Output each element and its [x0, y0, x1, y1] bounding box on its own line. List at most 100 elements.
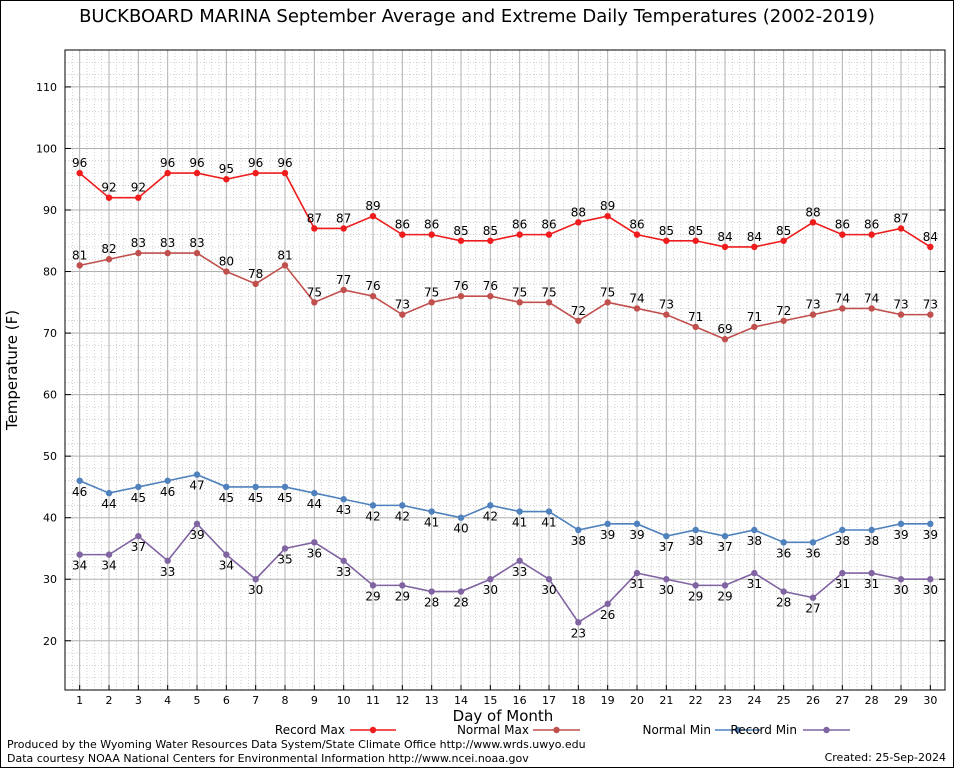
record-max-data-label: 84: [923, 230, 938, 244]
legend-marker-normal-min: [734, 726, 742, 734]
normal-max-point: [927, 311, 934, 318]
record-max-data-label: 87: [893, 211, 908, 225]
record-min-data-label: 28: [453, 596, 468, 610]
record-max-data-label: 85: [688, 224, 703, 238]
record-max-point: [868, 231, 875, 238]
record-min-data-label: 23: [571, 626, 586, 640]
normal-min-point: [604, 520, 611, 528]
credits-line-2: Data courtesy NOAA National Centers for …: [7, 752, 529, 765]
record-max-point: [663, 237, 670, 244]
record-max-point: [281, 169, 289, 177]
record-max-point: [457, 237, 465, 244]
plot-area-border: [64, 49, 946, 691]
record-max-data-label: 86: [541, 218, 556, 232]
record-min-point: [105, 551, 113, 558]
record-min-data-label: 30: [483, 583, 498, 597]
normal-min-point: [663, 532, 670, 540]
normal-min-point: [868, 526, 875, 534]
normal-min-data-label: 42: [365, 509, 380, 523]
normal-min-point: [76, 477, 83, 484]
record-min-data-label: 37: [131, 540, 146, 554]
normal-min-data-label: 42: [483, 509, 498, 523]
y-tick-label: 100: [36, 142, 57, 155]
x-tick-label: 14: [454, 694, 468, 707]
record-max-data-label: 85: [776, 224, 791, 238]
record-max-point: [223, 176, 230, 183]
chart-title: BUCKBOARD MARINA September Average and E…: [79, 6, 875, 27]
record-min-data-label: 29: [365, 589, 380, 603]
x-tick-label: 8: [282, 694, 289, 707]
record-min-data-label: 34: [219, 559, 234, 573]
normal-min-point: [311, 489, 318, 497]
record-max-point: [135, 194, 142, 201]
record-min-point: [868, 569, 875, 577]
normal-min-point: [164, 477, 171, 484]
x-tick-label: 16: [513, 694, 527, 707]
legend-marker-record-min: [823, 726, 830, 734]
normal-max-point: [223, 268, 230, 275]
record-max-data-label: 86: [512, 218, 527, 232]
record-min-data-label: 28: [424, 596, 439, 610]
normal-min-point: [135, 483, 142, 491]
normal-max-data-label: 69: [717, 322, 732, 336]
normal-max-data-label: 71: [688, 310, 703, 324]
normal-max-point: [369, 292, 377, 300]
data-series: 96 92 92 96 96 95 96 96 87 87 89 86 86 85 85 86 86 88 89 86…: [72, 156, 938, 640]
record-max-point: [369, 212, 377, 220]
normal-max-data-label: 76: [483, 279, 498, 293]
x-tick-label: 6: [223, 694, 230, 707]
normal-min-point: [809, 539, 817, 546]
credits-line-1: Produced by the Wyoming Water Resources …: [7, 738, 586, 751]
normal-min-point: [223, 483, 230, 491]
record-min-point: [76, 551, 83, 558]
record-min-point: [223, 551, 230, 558]
normal-max-data-label: 75: [424, 285, 439, 299]
record-min-data-label: 33: [160, 565, 175, 579]
record-max-point: [780, 237, 787, 244]
record-max-data-label: 86: [424, 218, 439, 232]
record-max-point: [633, 231, 641, 238]
normal-min-data-label: 39: [600, 528, 615, 542]
normal-min-point: [487, 502, 494, 509]
record-min-data-label: 34: [101, 559, 116, 573]
normal-min-data-label: 39: [629, 528, 644, 542]
normal-min-point: [369, 502, 377, 509]
normal-max-point: [839, 305, 846, 312]
normal-min-point: [193, 471, 201, 478]
record-min-data-label: 31: [864, 577, 879, 591]
record-max-data-label: 88: [571, 205, 586, 219]
normal-min-data-label: 38: [688, 534, 703, 548]
x-tick-label: 28: [865, 694, 879, 707]
normal-max-data-label: 74: [629, 291, 644, 305]
normal-min-point: [575, 526, 582, 534]
x-tick-label: 26: [806, 694, 820, 707]
normal-max-point: [897, 311, 905, 318]
normal-max-data-label: 73: [893, 298, 908, 312]
normal-min-data-label: 44: [101, 497, 116, 511]
normal-min-data-label: 40: [453, 522, 468, 536]
record-max-point: [252, 169, 259, 177]
record-min-data-label: 30: [248, 583, 263, 597]
normal-max-point: [487, 292, 494, 300]
x-tick-label: 21: [659, 694, 673, 707]
normal-min-point: [516, 508, 523, 515]
normal-min-point: [780, 539, 787, 546]
record-min-data-label: 33: [336, 565, 351, 579]
record-max-point: [545, 231, 553, 238]
record-max-point: [516, 231, 523, 238]
record-min-data-label: 31: [747, 577, 762, 591]
record-min-point: [487, 576, 494, 583]
normal-max-data-label: 75: [600, 285, 615, 299]
normal-min-data-label: 44: [307, 497, 322, 511]
normal-max-point: [809, 311, 817, 318]
record-min-point: [428, 588, 435, 595]
record-min-line: [79, 522, 931, 624]
record-max-data-label: 88: [805, 205, 820, 219]
normal-min-point: [252, 483, 259, 491]
x-tick-label: 10: [337, 694, 351, 707]
record-min-data-label: 29: [688, 589, 703, 603]
record-max-data-label: 84: [747, 230, 762, 244]
normal-min-point: [457, 514, 465, 521]
x-tick-label: 13: [425, 694, 439, 707]
y-axis-label: Temperature (F): [3, 310, 21, 431]
